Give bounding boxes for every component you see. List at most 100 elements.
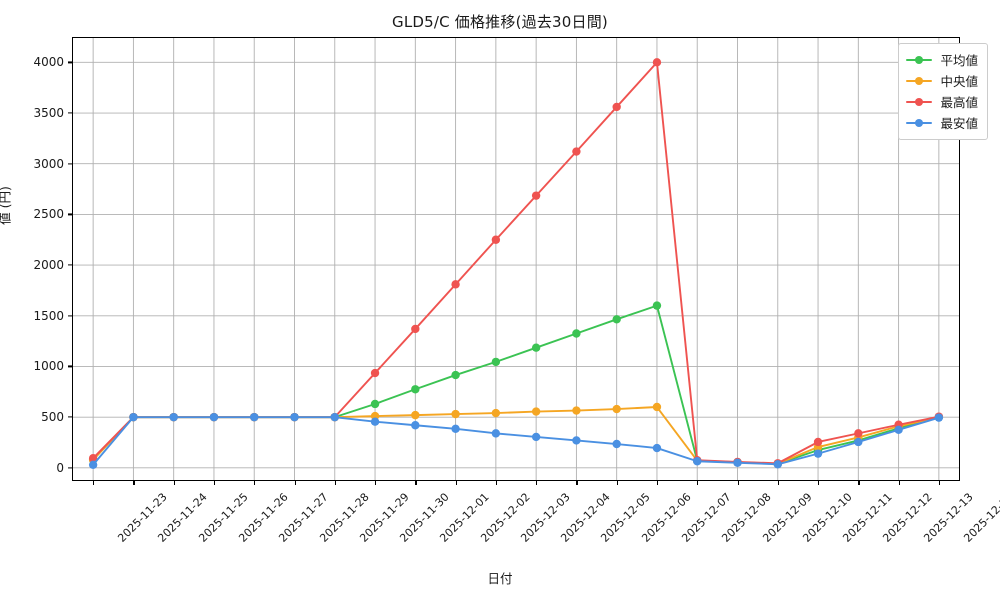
data-point-marker xyxy=(451,424,460,434)
legend-swatch-icon xyxy=(906,75,933,87)
data-point-marker xyxy=(411,324,420,334)
x-axis-tick-mark xyxy=(133,480,135,485)
data-point-marker xyxy=(411,421,420,430)
data-point-marker xyxy=(88,454,98,463)
x-axis-tick-mark xyxy=(173,480,175,485)
legend-item-label: 最高値 xyxy=(940,95,978,110)
data-point-marker xyxy=(491,429,501,438)
y-axis-tick-label: 2500 xyxy=(33,207,64,222)
data-point-marker xyxy=(411,410,420,420)
x-axis-tick-mark xyxy=(938,480,941,485)
legend-swatch-icon xyxy=(906,96,933,108)
data-point-marker xyxy=(652,402,662,412)
y-axis-tick-mark xyxy=(68,112,73,114)
x-axis-tick-mark xyxy=(334,480,336,485)
legend-item-label: 中央値 xyxy=(940,74,978,89)
x-axis-tick-mark xyxy=(375,480,377,485)
legend-item-label: 最安値 xyxy=(940,116,978,131)
data-point-marker xyxy=(531,191,541,200)
data-point-marker xyxy=(370,417,380,426)
y-axis-tick-mark xyxy=(68,213,73,215)
x-axis-tick-mark xyxy=(213,480,216,485)
series-line xyxy=(92,61,940,465)
legend-item-label: 平均値 xyxy=(940,53,978,68)
y-axis-tick-mark xyxy=(68,61,73,63)
x-axis-tick-mark xyxy=(818,480,820,485)
data-point-marker xyxy=(129,412,138,422)
x-axis-tick-mark xyxy=(415,480,417,485)
y-axis-tick-mark xyxy=(68,163,73,165)
x-axis-tick-mark xyxy=(858,480,860,485)
data-point-marker xyxy=(813,449,823,458)
x-axis-tick-mark xyxy=(455,480,457,485)
data-point-marker xyxy=(572,329,581,338)
x-axis-label: 日付 xyxy=(487,571,513,586)
x-axis-tick-mark xyxy=(697,480,699,485)
legend-item[interactable]: 中央値 xyxy=(906,70,978,91)
data-point-marker xyxy=(572,147,581,156)
data-point-marker xyxy=(330,412,339,422)
data-point-marker xyxy=(572,406,581,415)
plot-area: 0 500 1000 1500 2000 2500 3000 3500 4000 2025-11-… xyxy=(33,37,1000,545)
series-line xyxy=(92,304,940,465)
data-point-marker xyxy=(491,357,501,367)
y-axis-label: 値 (円) xyxy=(0,186,13,225)
data-point-marker xyxy=(652,58,662,67)
data-point-marker xyxy=(612,404,621,414)
data-point-marker xyxy=(612,315,621,324)
data-point-marker xyxy=(370,399,380,409)
data-point-marker xyxy=(451,370,460,380)
y-axis-tick-mark xyxy=(68,416,73,418)
y-axis-tick-label: 3500 xyxy=(33,106,64,121)
y-axis-tick-label: 0 xyxy=(56,460,64,475)
data-point-marker xyxy=(250,412,259,422)
data-point-marker xyxy=(894,425,903,435)
data-point-marker xyxy=(652,443,662,453)
data-point-marker xyxy=(854,437,863,447)
data-point-marker xyxy=(491,408,501,418)
data-point-marker xyxy=(773,460,782,469)
x-axis-tick-mark xyxy=(93,480,95,485)
data-point-marker xyxy=(370,368,380,378)
y-axis-tick-mark xyxy=(68,264,73,266)
x-axis-tick-mark xyxy=(616,480,618,485)
x-axis-tick-mark xyxy=(495,480,498,485)
data-point-marker xyxy=(491,235,501,244)
data-point-marker xyxy=(572,436,581,445)
x-axis-tick-mark xyxy=(254,480,256,485)
data-point-marker xyxy=(652,301,662,310)
x-axis-tick-mark xyxy=(777,480,779,485)
y-axis-tick-mark xyxy=(68,315,73,317)
data-point-marker xyxy=(693,457,702,466)
x-axis-tick-mark xyxy=(536,480,538,485)
y-axis-tick-label: 3000 xyxy=(33,156,64,171)
series-line xyxy=(92,416,940,466)
chart-title: GLD5/C 価格推移(過去30日間) xyxy=(392,13,608,31)
x-axis-tick-mark xyxy=(898,480,900,485)
legend-item[interactable]: 最高値 xyxy=(906,91,978,112)
y-axis-tick-mark xyxy=(68,365,73,368)
data-point-marker xyxy=(854,429,863,438)
data-point-marker xyxy=(612,102,621,112)
y-axis-tick-label: 1000 xyxy=(33,359,64,374)
x-axis-tick-mark xyxy=(294,480,296,485)
data-point-marker xyxy=(411,385,420,394)
data-point-marker xyxy=(531,407,541,416)
y-axis-tick-label: 2000 xyxy=(33,258,64,273)
y-axis-tick-label: 4000 xyxy=(33,55,64,70)
legend-swatch-icon xyxy=(906,54,933,66)
y-axis-tick-label: 500 xyxy=(41,410,64,425)
data-point-marker xyxy=(934,413,944,422)
legend-item[interactable]: 最安値 xyxy=(906,112,978,133)
y-axis-tick-label: 1500 xyxy=(33,308,64,323)
data-point-marker xyxy=(451,280,460,289)
data-point-marker xyxy=(209,412,219,422)
x-axis-tick-mark xyxy=(656,480,659,485)
legend-swatch-icon xyxy=(906,117,933,129)
x-axis-tick-mark xyxy=(576,480,578,485)
legend-item[interactable]: 平均値 xyxy=(906,49,978,70)
data-point-marker xyxy=(88,460,98,469)
x-axis-tick-mark xyxy=(737,480,739,485)
chart-legend[interactable]: 平均値中央値最高値最安値 xyxy=(898,43,988,140)
